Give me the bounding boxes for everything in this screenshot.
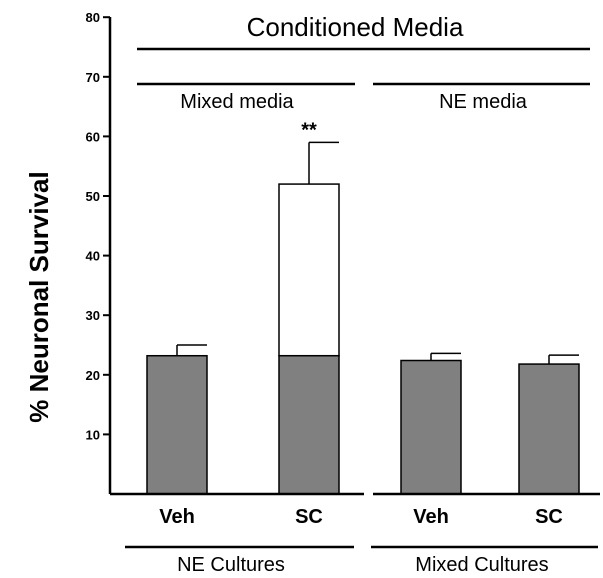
category-label: Veh — [159, 506, 195, 528]
y-tick-label: 70 — [86, 70, 100, 85]
category-labels: Veh SC Veh SC — [159, 506, 563, 528]
bar — [278, 354, 340, 495]
mixed-media-label: Mixed media — [180, 91, 294, 113]
category-label: SC — [295, 506, 323, 528]
bar — [400, 359, 462, 495]
bar-increase — [278, 183, 340, 357]
bar — [518, 363, 580, 495]
y-tick-label: 50 — [86, 189, 100, 204]
significance-marker: ** — [301, 119, 317, 141]
y-tick-label: 20 — [86, 368, 100, 383]
y-tick-label: 60 — [86, 129, 100, 144]
y-axis: 10 20 30 40 50 60 70 80 — [86, 10, 112, 494]
y-tick-label: 80 — [86, 10, 100, 25]
bars: ** — [146, 119, 580, 495]
ne-media-label: NE media — [439, 91, 528, 113]
bar — [146, 354, 208, 495]
mixed-cultures-label: Mixed Cultures — [415, 554, 548, 576]
category-label: Veh — [413, 506, 449, 528]
y-tick-label: 30 — [86, 308, 100, 323]
y-tick-label: 40 — [86, 249, 100, 264]
ne-cultures-label: NE Cultures — [177, 554, 285, 576]
y-axis-label: % Neuronal Survival — [24, 171, 54, 422]
category-label: SC — [535, 506, 563, 528]
y-tick-label: 10 — [86, 427, 100, 442]
conditioned-media-header: Conditioned Media — [247, 12, 464, 42]
